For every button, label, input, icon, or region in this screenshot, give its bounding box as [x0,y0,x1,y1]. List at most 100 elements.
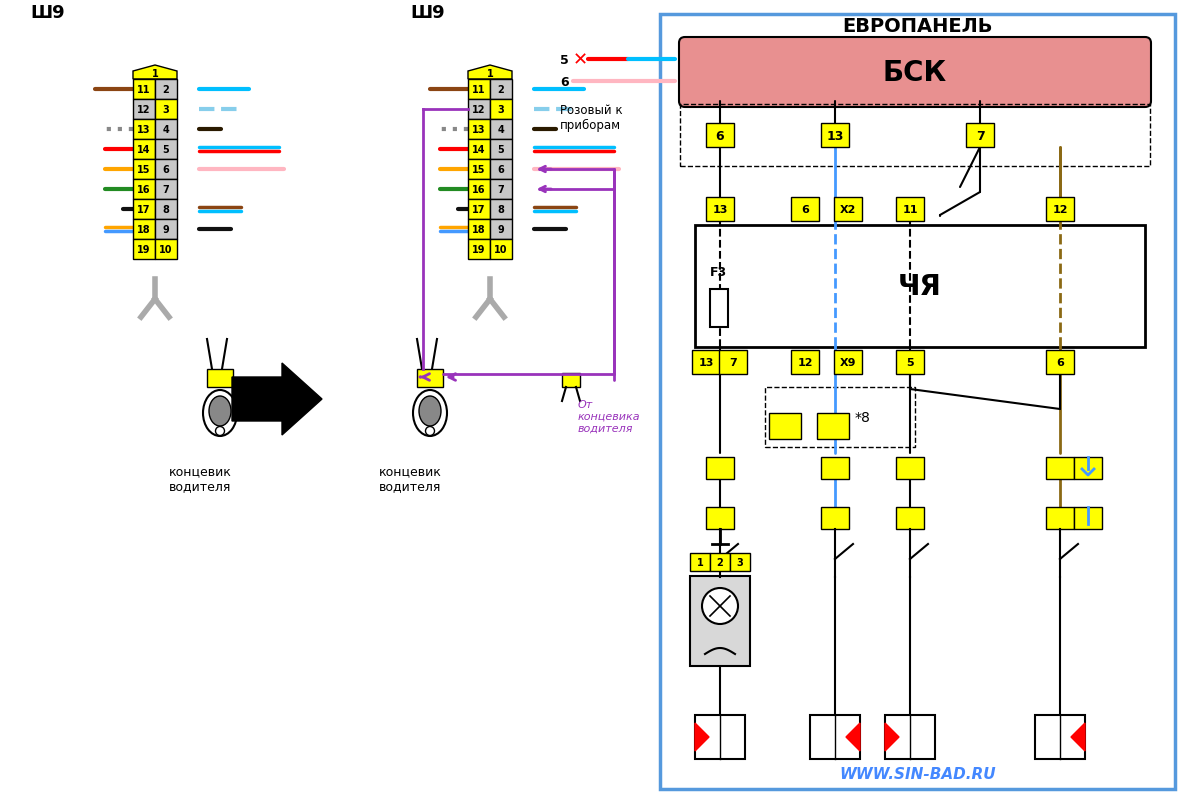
Polygon shape [232,363,322,435]
Text: 7: 7 [498,184,504,195]
FancyBboxPatch shape [155,200,177,220]
FancyBboxPatch shape [692,350,721,375]
Text: 3: 3 [163,105,169,115]
FancyBboxPatch shape [1046,198,1074,221]
Text: 2: 2 [717,557,723,567]
FancyBboxPatch shape [133,200,155,220]
Polygon shape [468,66,512,80]
FancyBboxPatch shape [155,80,177,100]
Text: 17: 17 [137,205,151,215]
Text: 13: 13 [712,205,728,215]
FancyBboxPatch shape [490,80,512,100]
Text: 6: 6 [498,164,504,175]
FancyBboxPatch shape [820,508,849,529]
Text: 6: 6 [560,75,568,88]
Text: 19: 19 [137,245,151,255]
FancyBboxPatch shape [490,180,512,200]
FancyBboxPatch shape [710,553,730,571]
Text: 13: 13 [698,358,713,367]
FancyBboxPatch shape [468,160,490,180]
Text: 12: 12 [1052,205,1068,215]
FancyBboxPatch shape [417,370,443,387]
FancyBboxPatch shape [1034,715,1086,759]
Text: Розовый к
приборам: Розовый к приборам [560,104,623,132]
Text: 2: 2 [498,85,504,95]
FancyBboxPatch shape [468,140,490,160]
FancyBboxPatch shape [490,100,512,119]
FancyBboxPatch shape [820,457,849,480]
Polygon shape [1071,723,1086,751]
Text: 13: 13 [826,129,844,142]
FancyBboxPatch shape [133,240,155,260]
FancyBboxPatch shape [133,80,155,100]
FancyBboxPatch shape [690,553,710,571]
FancyBboxPatch shape [897,508,924,529]
Text: 8: 8 [497,205,504,215]
FancyBboxPatch shape [468,80,490,100]
FancyBboxPatch shape [696,225,1145,347]
FancyBboxPatch shape [679,38,1151,107]
Ellipse shape [413,391,447,436]
FancyBboxPatch shape [897,457,924,480]
Text: 1: 1 [486,69,493,79]
Text: 5: 5 [560,54,568,67]
FancyBboxPatch shape [155,100,177,119]
Text: 5: 5 [498,145,504,155]
FancyBboxPatch shape [490,200,512,220]
Text: 17: 17 [472,205,486,215]
FancyBboxPatch shape [1074,508,1102,529]
FancyBboxPatch shape [133,119,155,140]
FancyBboxPatch shape [155,160,177,180]
FancyBboxPatch shape [155,220,177,240]
Text: 1: 1 [152,69,158,79]
FancyBboxPatch shape [207,370,233,387]
Text: 3: 3 [498,105,504,115]
FancyBboxPatch shape [468,180,490,200]
Text: 4: 4 [163,125,169,135]
Text: *8: *8 [855,411,870,424]
Text: 13: 13 [137,125,151,135]
Text: 6: 6 [801,205,809,215]
Text: БСК: БСК [883,59,948,87]
FancyBboxPatch shape [710,290,728,327]
Polygon shape [885,723,899,751]
FancyBboxPatch shape [696,715,746,759]
FancyBboxPatch shape [133,220,155,240]
FancyBboxPatch shape [1046,457,1074,480]
FancyBboxPatch shape [468,200,490,220]
Text: 5: 5 [163,145,169,155]
FancyBboxPatch shape [833,198,862,221]
Text: 9: 9 [163,225,169,235]
FancyBboxPatch shape [155,119,177,140]
FancyBboxPatch shape [719,350,747,375]
Text: 1: 1 [697,557,704,567]
FancyBboxPatch shape [1046,508,1074,529]
FancyBboxPatch shape [133,140,155,160]
Text: 7: 7 [729,358,737,367]
FancyBboxPatch shape [468,119,490,140]
Text: ✕: ✕ [573,51,589,69]
Text: 19: 19 [472,245,486,255]
FancyBboxPatch shape [490,119,512,140]
FancyBboxPatch shape [490,160,512,180]
Text: 15: 15 [472,164,486,175]
FancyBboxPatch shape [965,124,994,148]
FancyBboxPatch shape [791,198,819,221]
Text: 11: 11 [472,85,486,95]
FancyBboxPatch shape [817,414,849,439]
FancyBboxPatch shape [885,715,935,759]
Text: 7: 7 [976,129,984,142]
Polygon shape [847,723,860,751]
FancyBboxPatch shape [562,374,580,387]
Text: 11: 11 [902,205,918,215]
Text: 2: 2 [163,85,169,95]
FancyBboxPatch shape [155,240,177,260]
Text: 18: 18 [137,225,151,235]
Text: 7: 7 [163,184,169,195]
Text: 9: 9 [498,225,504,235]
FancyBboxPatch shape [769,414,801,439]
Text: 4: 4 [498,125,504,135]
Text: 10: 10 [159,245,172,255]
Text: X9: X9 [839,358,856,367]
FancyBboxPatch shape [706,508,734,529]
